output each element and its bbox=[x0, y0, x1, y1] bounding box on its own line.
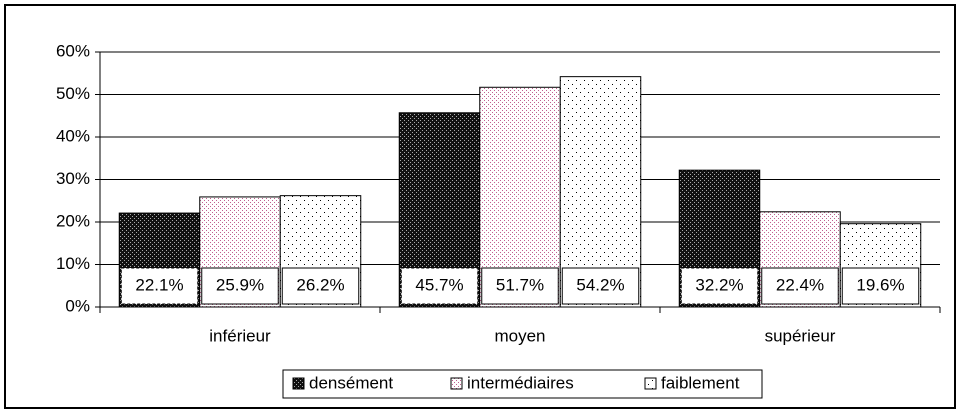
data-label-box bbox=[281, 267, 360, 305]
y-tick-label: 30% bbox=[56, 169, 90, 188]
y-tick-label: 50% bbox=[56, 84, 90, 103]
data-label-box bbox=[680, 267, 759, 305]
data-label: 26.2% bbox=[296, 275, 344, 294]
legend-swatch bbox=[292, 377, 305, 390]
legend-label: faiblement bbox=[661, 373, 740, 392]
y-tick-label: 0% bbox=[65, 296, 90, 315]
legend-label: intermédiaires bbox=[467, 373, 574, 392]
legend-swatch bbox=[450, 377, 463, 390]
y-tick-label: 20% bbox=[56, 211, 90, 230]
y-tick-label: 40% bbox=[56, 126, 90, 145]
legend-box bbox=[282, 369, 763, 399]
data-label: 22.1% bbox=[135, 275, 183, 294]
x-tick-label: supérieur bbox=[765, 326, 836, 345]
data-label-box bbox=[201, 267, 279, 305]
x-tick-label: inférieur bbox=[209, 326, 271, 345]
data-label-box bbox=[120, 267, 199, 305]
data-label: 54.2% bbox=[576, 275, 624, 294]
data-label: 22.4% bbox=[776, 275, 824, 294]
legend-swatch bbox=[644, 377, 657, 390]
data-label-box bbox=[561, 267, 640, 305]
data-label: 25.9% bbox=[216, 275, 264, 294]
data-label: 32.2% bbox=[695, 275, 743, 294]
data-label-box bbox=[481, 267, 559, 305]
data-label-box bbox=[761, 267, 839, 305]
x-tick-label: moyen bbox=[494, 326, 545, 345]
data-label-box bbox=[841, 267, 920, 305]
y-tick-label: 60% bbox=[56, 41, 90, 60]
data-label: 51.7% bbox=[496, 275, 544, 294]
legend-label: densément bbox=[309, 373, 393, 392]
y-tick-label: 10% bbox=[56, 254, 90, 273]
data-label: 45.7% bbox=[415, 275, 463, 294]
data-label-box bbox=[400, 267, 479, 305]
data-label: 19.6% bbox=[856, 275, 904, 294]
